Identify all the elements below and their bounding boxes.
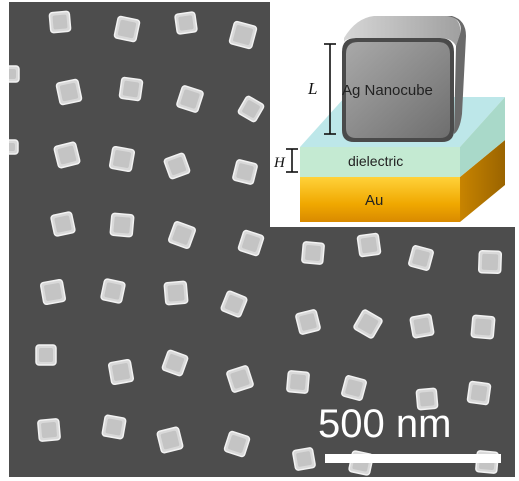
nanocube xyxy=(301,241,325,265)
nanocube xyxy=(108,145,136,173)
nanocube xyxy=(37,418,61,442)
nanocube xyxy=(292,447,316,471)
nanocube xyxy=(466,380,492,406)
nanocube xyxy=(101,414,127,440)
nanocube xyxy=(107,358,135,386)
nanocube xyxy=(226,365,254,393)
spacer-dimension-label: H xyxy=(273,155,286,171)
nanocube xyxy=(356,232,382,258)
schematic-inset: L H Ag Nanocube dielectric Au xyxy=(270,2,515,227)
nanocube xyxy=(295,309,321,335)
nanocube xyxy=(220,290,248,318)
nanocube xyxy=(176,85,204,113)
nanocube xyxy=(100,278,126,304)
nanocube xyxy=(228,20,258,50)
nanocube xyxy=(341,375,367,401)
nanocube xyxy=(167,220,197,250)
nanocube xyxy=(408,245,434,271)
nanocube xyxy=(9,139,19,155)
nanocube xyxy=(118,76,144,102)
cube-dimension-marker xyxy=(324,43,336,135)
silver-nanocube xyxy=(342,16,466,142)
schematic-drawing: L H Ag Nanocube dielectric Au xyxy=(273,16,505,222)
nanocube xyxy=(353,309,383,339)
nanocube xyxy=(156,426,184,454)
nanocube xyxy=(223,430,251,458)
nanocube-field xyxy=(9,10,503,476)
nanocube xyxy=(50,211,76,237)
nanocube xyxy=(9,65,20,83)
nanocube xyxy=(163,280,189,306)
nanocube xyxy=(35,344,57,366)
nanocube xyxy=(55,78,83,106)
nanocube xyxy=(161,349,189,377)
scale-bar-label: 500 nm xyxy=(318,402,452,446)
nanocube xyxy=(113,15,141,43)
spacer-dimension-marker xyxy=(286,148,298,173)
nanocube xyxy=(409,313,435,339)
cube-dimension-label: L xyxy=(307,79,317,98)
dielectric-label: dielectric xyxy=(348,153,403,169)
scale-bar xyxy=(325,454,501,463)
nanocube xyxy=(477,249,503,275)
nanocube xyxy=(237,229,265,257)
gold-substrate xyxy=(300,140,505,222)
nanocube xyxy=(53,141,81,169)
nanocube xyxy=(232,159,258,185)
nanocube xyxy=(470,314,496,340)
nanocube xyxy=(174,11,198,35)
nanocube xyxy=(48,10,72,34)
nanocube xyxy=(109,212,135,238)
nanocube xyxy=(415,387,439,411)
cube-label: Ag Nanocube xyxy=(342,82,433,99)
nanocube xyxy=(39,278,67,306)
nanocube xyxy=(237,95,265,123)
nanocube xyxy=(286,370,310,394)
nanocube xyxy=(163,152,191,180)
substrate-label: Au xyxy=(365,192,383,209)
